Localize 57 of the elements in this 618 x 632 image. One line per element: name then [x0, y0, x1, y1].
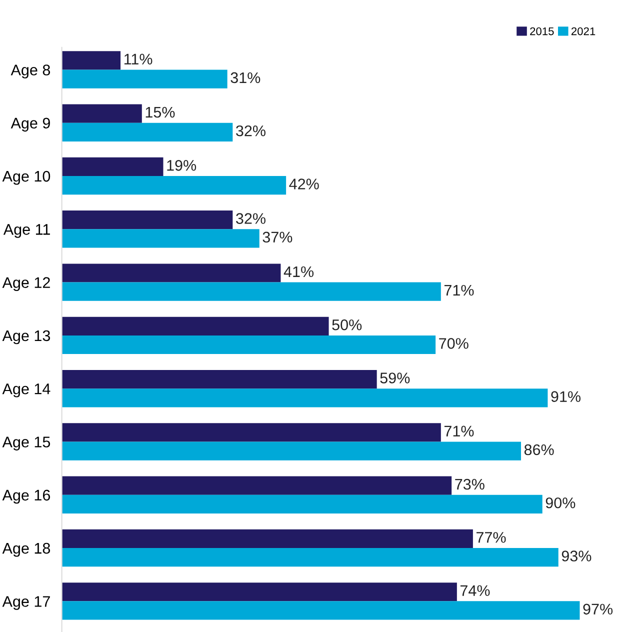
- y-tick-label: Age 16: [2, 490, 50, 504]
- data-label: 73%: [455, 478, 484, 490]
- data-label: 32%: [236, 125, 266, 136]
- bar: [62, 494, 542, 514]
- bar: [62, 210, 233, 230]
- y-tick-label: Age 12: [2, 277, 50, 292]
- bar: [62, 104, 142, 123]
- bar: [62, 229, 260, 248]
- data-label: 77%: [476, 532, 506, 543]
- legend-label: 2015: [530, 27, 554, 36]
- data-label: 97%: [583, 604, 613, 615]
- data-label: 50%: [332, 319, 362, 330]
- data-label: 42%: [289, 178, 319, 190]
- bar: [62, 442, 522, 460]
- data-label: 90%: [546, 497, 576, 508]
- data-label: 59%: [380, 372, 410, 384]
- data-label: 32%: [236, 213, 266, 224]
- bar: [62, 476, 452, 495]
- data-label: 37%: [262, 232, 292, 243]
- bar: [62, 423, 441, 442]
- data-label: 71%: [444, 284, 474, 296]
- y-tick-label: Age 17: [2, 596, 50, 610]
- data-label: 31%: [230, 72, 260, 84]
- y-tick-label: Age 14: [2, 384, 50, 398]
- bar: [62, 388, 548, 408]
- bar: [62, 548, 558, 567]
- bar: [62, 264, 281, 282]
- data-label: 71%: [444, 426, 474, 436]
- bar: [62, 282, 441, 301]
- data-label: 86%: [524, 444, 554, 456]
- bar: [62, 122, 233, 142]
- y-tick-label: Age 15: [2, 436, 50, 450]
- data-label: 11%: [124, 54, 152, 64]
- bar: [62, 582, 457, 602]
- bar: [62, 529, 473, 548]
- y-tick-label: Age 10: [2, 170, 50, 185]
- data-label: 70%: [439, 338, 468, 349]
- legend-label: 2021: [571, 27, 596, 36]
- bar: [62, 370, 377, 389]
- y-tick-label: Age 11: [3, 224, 50, 238]
- bar: [62, 51, 121, 70]
- bar: [62, 70, 228, 88]
- y-tick-label: Age 13: [2, 330, 50, 344]
- data-label: 74%: [460, 585, 490, 596]
- data-label: 15%: [146, 106, 175, 118]
- data-label: 41%: [284, 266, 314, 278]
- bar: [62, 601, 580, 620]
- bar: [62, 335, 436, 354]
- data-label: 91%: [551, 391, 581, 402]
- y-tick-label: Age 18: [2, 542, 50, 557]
- bar: [62, 176, 286, 195]
- data-label: 19%: [167, 160, 196, 171]
- data-label: 93%: [562, 550, 592, 562]
- bar: [62, 157, 164, 176]
- bar: [62, 316, 329, 336]
- y-tick-label: Age 8: [10, 64, 50, 78]
- y-tick-label: Age 9: [10, 118, 50, 132]
